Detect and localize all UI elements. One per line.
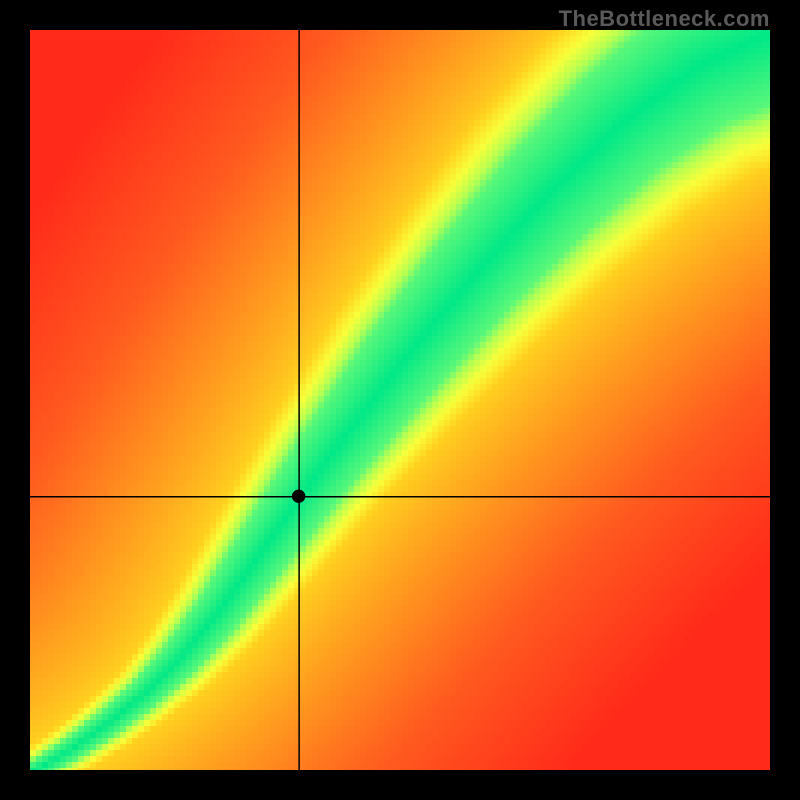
bottleneck-heatmap bbox=[30, 30, 770, 770]
chart-container bbox=[30, 30, 770, 770]
watermark-text: TheBottleneck.com bbox=[559, 6, 770, 32]
